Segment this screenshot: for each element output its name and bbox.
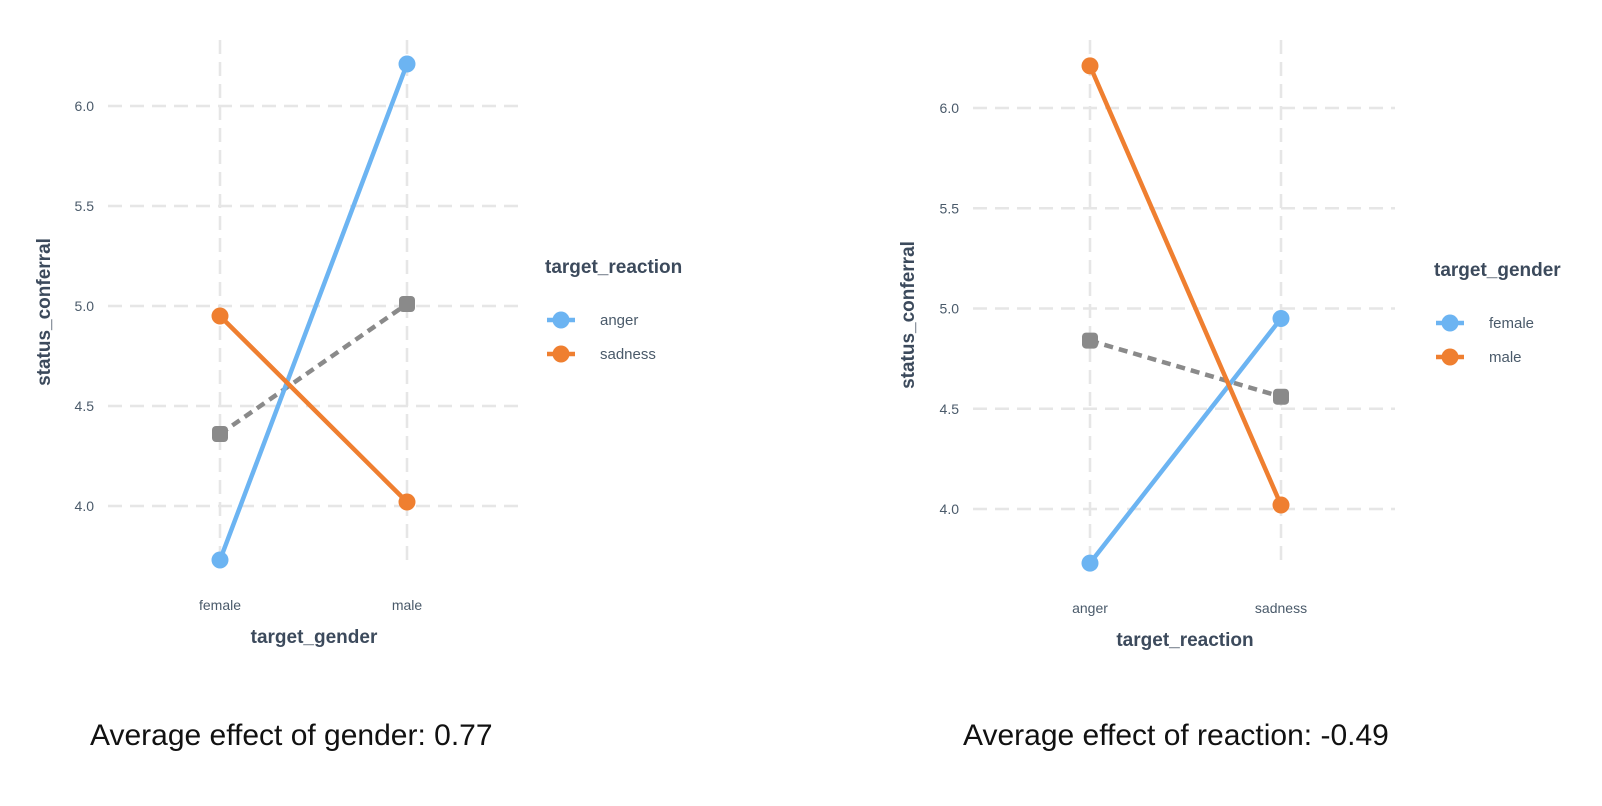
legend-label-male: male — [1489, 349, 1522, 366]
y-tick-label: 5.0 — [75, 298, 95, 314]
series-line-anger — [217, 61, 410, 563]
data-point-male — [1081, 57, 1099, 75]
series-line-male — [1087, 63, 1284, 508]
data-point-anger — [398, 55, 416, 73]
data-point-male — [1272, 496, 1290, 514]
average-line — [1089, 338, 1282, 399]
x-axis-title: target_gender — [251, 627, 378, 648]
y-tick-label: 5.0 — [940, 301, 960, 317]
legend-label-anger: anger — [600, 312, 638, 329]
average-point — [1082, 332, 1098, 349]
data-point-female — [1272, 310, 1290, 328]
legend-title: target_gender — [1434, 260, 1561, 281]
average-line — [218, 302, 409, 436]
x-axis-title: target_reaction — [1116, 630, 1253, 651]
average-point — [399, 296, 415, 312]
data-point-female — [1081, 554, 1099, 572]
y-tick-label: 4.5 — [940, 401, 960, 417]
chart-panel-2: 4.0 4.5 5.0 5.5 6.0 anger sadnesstarget_reacti… — [898, 40, 1561, 752]
legend-title: target_reaction — [545, 257, 682, 278]
y-tick-label: 5.5 — [940, 200, 960, 216]
legend-label-female: female — [1489, 315, 1534, 332]
legend-key-point — [1441, 314, 1459, 332]
effect-caption: Average effect of gender: 0.77 — [90, 719, 493, 752]
x-tick-label: male — [392, 597, 423, 613]
chart-panel-1: 4.0 4.5 5.0 5.5 6.0 female male target_gender st… — [34, 40, 682, 752]
legend-key-point — [1441, 348, 1459, 366]
y-tick-label: 6.0 — [940, 100, 960, 116]
effect-caption: Average effect of reaction: -0.49 — [963, 719, 1389, 752]
legend-key-point — [552, 311, 570, 329]
legend-label-sadness: sadness — [600, 346, 656, 363]
y-tick-label: 4.0 — [940, 501, 960, 517]
average-point — [1273, 388, 1289, 405]
y-tick-label: 5.5 — [75, 198, 95, 214]
y-axis-title: status_conferral — [34, 238, 55, 386]
x-tick-label: female — [199, 597, 241, 613]
data-point-anger — [211, 551, 229, 569]
y-axis-title: status_conferral — [898, 241, 919, 389]
x-tick-label: anger — [1072, 600, 1108, 616]
legend-key-point — [552, 345, 570, 363]
data-point-sadness — [211, 307, 229, 325]
x-tick-label: sadness — [1255, 600, 1307, 616]
series-line-sadness — [217, 313, 410, 505]
y-tick-label: 4.5 — [75, 398, 95, 414]
y-tick-label: 4.0 — [75, 498, 95, 514]
y-tick-label: 6.0 — [75, 98, 95, 114]
data-point-sadness — [398, 493, 416, 511]
series-line-female — [1087, 316, 1284, 566]
average-point — [212, 426, 228, 442]
